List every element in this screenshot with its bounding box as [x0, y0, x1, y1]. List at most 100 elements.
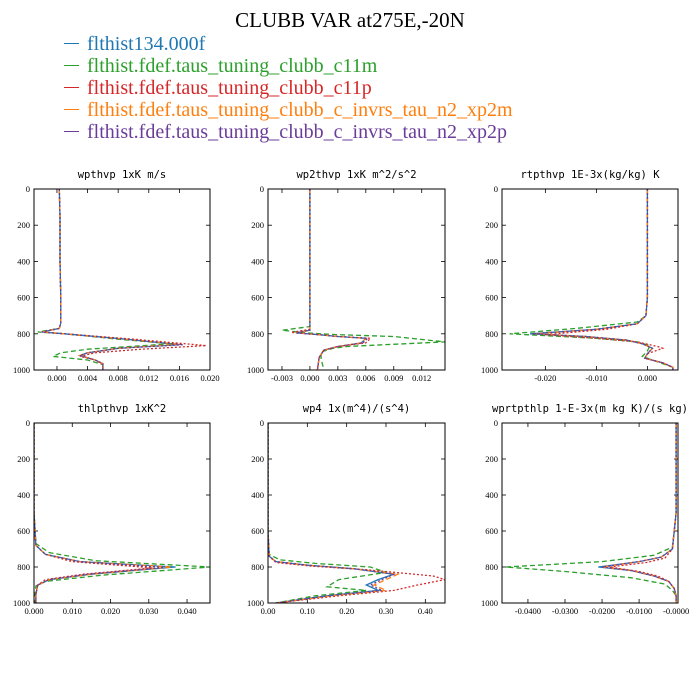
y-tick-label: 1000 — [481, 365, 498, 375]
legend-label: flthist.fdef.taus_tuning_clubb_c11p — [87, 77, 372, 99]
legend-item: flthist.fdef.taus_tuning_clubb_c11m — [64, 55, 513, 77]
legend-swatch — [64, 108, 79, 110]
x-tick-label: 0.012 — [139, 373, 158, 383]
y-tick-label: 200 — [251, 220, 264, 230]
series-line — [295, 189, 370, 370]
series-line — [530, 189, 674, 370]
panel-title: wpthvp 1xK m/s — [78, 169, 167, 181]
legend-label: flthist.fdef.taus_tuning_clubb_c_invrs_t… — [87, 99, 513, 121]
series-line — [598, 423, 677, 603]
x-tick-label: -0.0300 — [552, 606, 578, 616]
legend-label: flthist.fdef.taus_tuning_clubb_c_invrs_t… — [87, 121, 507, 143]
x-tick-label: -0.020 — [534, 373, 556, 383]
series-line — [535, 189, 674, 370]
y-tick-label: 1000 — [247, 598, 264, 608]
y-tick-label: 0 — [494, 418, 498, 428]
series-line — [268, 423, 445, 603]
plot-frame — [33, 422, 211, 604]
y-tick-label: 1000 — [13, 598, 30, 608]
series-line — [509, 189, 674, 370]
x-tick-label: 0.000 — [638, 373, 657, 383]
series-line — [41, 189, 207, 370]
y-tick-label: 600 — [485, 293, 498, 303]
panel-title: wp2thvp 1xK m^2/s^2 — [296, 169, 416, 181]
y-tick-label: 200 — [17, 220, 30, 230]
y-tick-label: 1000 — [13, 365, 30, 375]
series-line — [295, 189, 368, 370]
legend-item: flthist.fdef.taus_tuning_clubb_c11p — [64, 77, 513, 99]
panel-title: rtpthvp 1E-3x(kg/kg) K — [520, 169, 660, 181]
x-tick-label: -0.0000 — [663, 606, 689, 616]
legend-label: flthist134.000f — [87, 33, 206, 55]
series-line — [601, 423, 677, 603]
x-tick-label: 0.030 — [139, 606, 158, 616]
series-line — [34, 423, 210, 603]
x-tick-label: -0.010 — [585, 373, 607, 383]
x-tick-label: 0.020 — [101, 606, 120, 616]
series-line — [37, 189, 172, 370]
x-tick-label: 0.040 — [177, 606, 196, 616]
series-line — [532, 189, 674, 370]
x-tick-label: -0.0400 — [515, 606, 541, 616]
x-tick-label: 0.20 — [339, 606, 354, 616]
panel-title: wp4 1x(m^4)/(s^4) — [303, 403, 410, 415]
y-tick-label: 0 — [260, 184, 264, 194]
legend-item: flthist134.000f — [64, 33, 513, 55]
y-tick-label: 0 — [260, 418, 264, 428]
series-line — [291, 189, 373, 370]
legend-item: flthist.fdef.taus_tuning_clubb_c_invrs_t… — [64, 99, 513, 121]
x-tick-label: 0.016 — [170, 373, 189, 383]
y-tick-label: 800 — [251, 329, 264, 339]
plot-frame — [267, 422, 446, 604]
x-tick-label: 0.012 — [412, 373, 431, 383]
y-tick-label: 800 — [17, 329, 30, 339]
legend-item: flthist.fdef.taus_tuning_clubb_c_invrs_t… — [64, 121, 513, 143]
y-tick-label: 400 — [17, 256, 30, 266]
x-tick-label: 0.10 — [300, 606, 315, 616]
y-tick-label: 0 — [26, 418, 30, 428]
x-tick-label: 0.020 — [200, 373, 219, 383]
series-line — [34, 423, 172, 603]
plot-frame — [33, 188, 211, 371]
y-tick-label: 800 — [251, 562, 264, 572]
series-line — [545, 189, 674, 370]
y-tick-label: 1000 — [247, 365, 264, 375]
y-tick-label: 600 — [485, 526, 498, 536]
x-tick-label: 0.006 — [356, 373, 375, 383]
x-tick-label: 0.003 — [328, 373, 347, 383]
series-line — [34, 423, 176, 603]
y-tick-label: 400 — [485, 256, 498, 266]
x-tick-label: 0.40 — [418, 606, 433, 616]
x-tick-label: 0.008 — [109, 373, 128, 383]
legend-swatch — [64, 42, 79, 44]
y-tick-label: 400 — [17, 490, 30, 500]
plot-frame — [501, 188, 679, 371]
y-tick-label: 0 — [26, 184, 30, 194]
y-tick-label: 800 — [485, 329, 498, 339]
series-line — [268, 423, 395, 603]
y-tick-label: 400 — [251, 490, 264, 500]
y-tick-label: 1000 — [481, 598, 498, 608]
x-tick-label: 0.004 — [78, 373, 98, 383]
x-tick-label: -0.0200 — [589, 606, 615, 616]
x-tick-label: -0.0100 — [626, 606, 652, 616]
panel-title: thlpthvp 1xK^2 — [78, 403, 167, 415]
series-line — [609, 423, 677, 603]
series-line — [295, 189, 368, 370]
y-tick-label: 600 — [251, 526, 264, 536]
y-tick-label: 200 — [485, 454, 498, 464]
y-tick-label: 0 — [494, 184, 498, 194]
y-tick-label: 600 — [17, 293, 30, 303]
x-tick-label: 0.000 — [24, 606, 43, 616]
legend-swatch — [64, 130, 79, 132]
series-line — [268, 423, 401, 603]
x-tick-label: 0.00 — [261, 606, 276, 616]
y-tick-label: 600 — [17, 526, 30, 536]
x-tick-label: 0.000 — [300, 373, 319, 383]
plot-frame — [501, 422, 679, 604]
series-line — [268, 423, 397, 603]
legend-swatch — [64, 86, 79, 88]
series-line — [41, 189, 180, 370]
figure-title: CLUBB VAR at275E,-20N — [235, 8, 465, 32]
